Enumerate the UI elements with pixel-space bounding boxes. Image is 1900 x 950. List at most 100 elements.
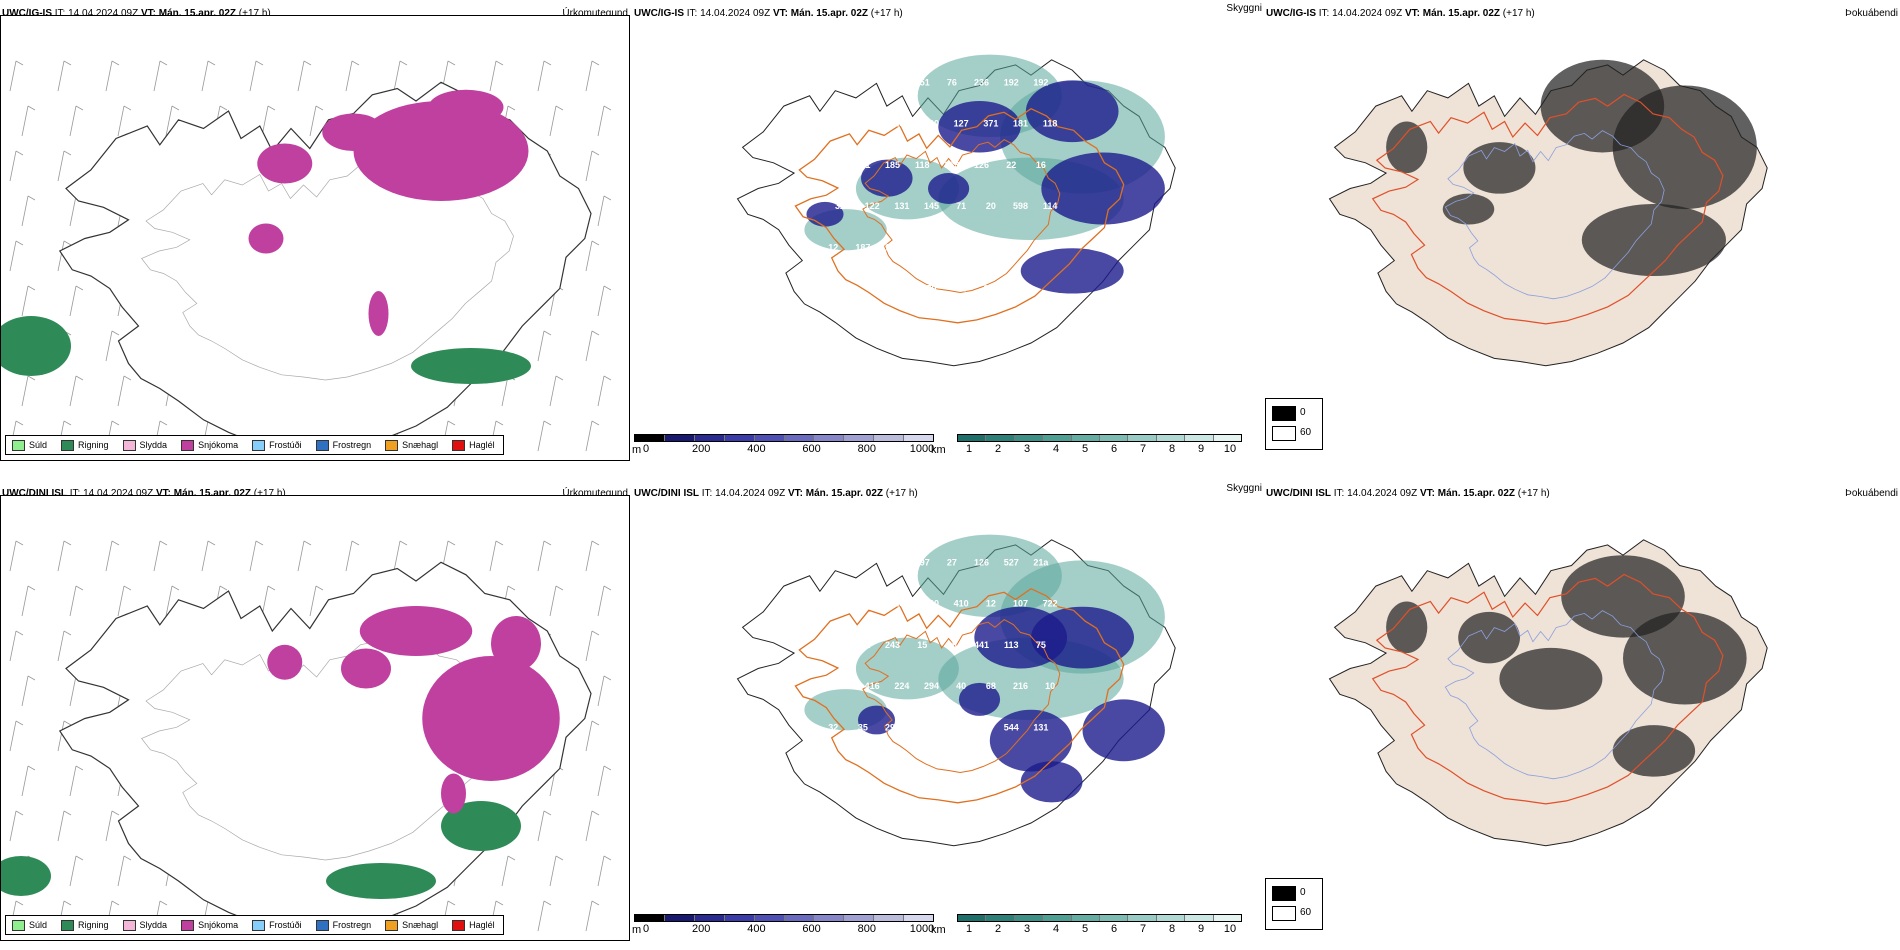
legend-item: Frostregn	[315, 919, 371, 931]
fog-index-panel: UWC/IG-IS IT: 14.04.2024 09Z VT: Mán. 15…	[1264, 0, 1900, 470]
cloud-base-label: 187	[855, 242, 870, 252]
cloud-base-area	[1041, 152, 1165, 225]
cloud-visibility-panel: UWC/DINI ISL IT: 14.04.2024 09Z VT: Mán.…	[632, 480, 1264, 950]
colorbar-tick: 1	[965, 443, 973, 455]
legend-swatch	[252, 919, 266, 931]
cloud-base-label: 104	[835, 681, 850, 691]
model-name: UWC/IG-IS	[634, 8, 684, 19]
vt-value: Mán. 15.apr. 02Z	[805, 488, 884, 499]
colorbar-segment	[814, 435, 845, 441]
it-value: 14.04.2024 09Z	[700, 8, 771, 19]
cloud-base-label: 113	[1004, 640, 1019, 650]
visibility-unit: km	[931, 924, 946, 936]
rain-area	[1, 856, 51, 896]
colorbar-tick: 1	[965, 923, 973, 935]
colorbar-segment	[1213, 915, 1242, 921]
wind-barb	[9, 630, 24, 662]
wind-barb	[261, 105, 276, 137]
colorbar-segment	[986, 435, 1015, 441]
legend-item: Súld	[12, 439, 47, 451]
wind-barb	[585, 150, 600, 182]
cloud-base-label: 11	[838, 284, 848, 294]
vt-label: VT:	[1419, 488, 1435, 499]
cloud-base-label: 236	[974, 78, 989, 88]
fog-index-panel: UWC/DINI ISL IT: 14.04.2024 09Z VT: Mán.…	[1264, 480, 1900, 950]
it-label: IT:	[686, 8, 698, 19]
fog-index-map	[1328, 539, 1768, 847]
colorbar-tick: 8	[1168, 443, 1176, 455]
colorbar-segment	[874, 915, 905, 921]
visibility-colorbar: km 1 2 3 4 5 6 7 8 9 10	[931, 434, 1242, 462]
wind-barb	[585, 330, 600, 362]
cloud-base-label: 271	[855, 160, 870, 170]
legend-item: Frostúði	[252, 919, 302, 931]
colorbar-tick: 800	[857, 923, 876, 935]
panel-name-fog: Þokuábendi	[1845, 8, 1898, 19]
it-label: IT:	[69, 488, 81, 499]
legend-label: Súld	[29, 920, 48, 930]
lead-time: (+17 h)	[1502, 8, 1535, 19]
colorbar-segment	[1100, 435, 1129, 441]
wind-barb	[57, 540, 72, 572]
legend-label: Snjókoma	[198, 920, 239, 930]
wind-barb	[57, 60, 72, 92]
vt-value: Mán. 15.apr. 02Z	[158, 8, 237, 19]
wind-barb	[549, 585, 564, 617]
fog-index-areas	[1386, 59, 1757, 277]
cloud-base-label: 126	[974, 160, 989, 170]
colorbar-segment	[904, 915, 934, 921]
legend-swatch	[315, 919, 329, 931]
lead-time: (+17 h)	[870, 8, 903, 19]
cloud-base-label: 15	[917, 640, 927, 650]
cloud-base-label: 88	[1036, 242, 1046, 252]
colorbar-tick: 200	[692, 443, 711, 455]
panel-name-precip-type: Úrkomutegund	[562, 8, 628, 19]
cloud-base-label: 176	[835, 119, 850, 129]
wind-barb	[153, 60, 168, 92]
wind-barb	[21, 675, 36, 707]
legend-swatch	[122, 919, 136, 931]
legend-swatch	[122, 439, 136, 451]
vt-label: VT:	[1404, 8, 1420, 19]
legend-item: Rigning	[61, 919, 109, 931]
cloud-base-label: 32	[828, 722, 838, 732]
wind-barb	[57, 630, 72, 662]
lead-time: (+17 h)	[238, 8, 271, 19]
wind-barb	[9, 720, 24, 752]
colorbar-segment	[1213, 435, 1242, 441]
model-name: UWC/IG-IS	[1266, 8, 1316, 19]
legend-label: Haglél	[469, 440, 495, 450]
cloud-base-label: 16	[1036, 160, 1046, 170]
cloud-base-label: 208	[835, 764, 850, 774]
wind-barb	[9, 150, 24, 182]
cloud-base-label: 27	[947, 558, 957, 568]
cloud-base-areas	[806, 80, 1165, 294]
panel-name-fog: Þokuábendi	[1845, 488, 1898, 499]
model-row: UWC/IG-IS IT: 14.04.2024 09Z VT: Mán. 15…	[0, 0, 1900, 470]
legend-item: Haglél	[452, 919, 495, 931]
lead-time: (+17 h)	[885, 488, 918, 499]
cloud-base-unit: m	[632, 444, 642, 456]
cloud-base-label: 325	[835, 201, 850, 211]
cloud-base-label: 94	[1006, 242, 1016, 252]
colorbar-tick: 4	[1052, 923, 1060, 935]
legend-item: Rigning	[61, 439, 109, 451]
cloud-base-colorbar: m 0 200 400 600 800 1000	[632, 914, 934, 942]
panel-title: UWC/IG-IS IT: 14.04.2024 09Z VT: Mán. 15…	[634, 8, 903, 19]
model-name: UWC/DINI ISL	[1266, 488, 1331, 499]
fog-legend-swatch	[1272, 886, 1296, 901]
wind-barb	[597, 585, 612, 617]
visibility-area	[855, 637, 959, 700]
cloud-base-label: 197	[915, 558, 930, 568]
colorbar-segment	[958, 435, 987, 441]
wind-barb	[201, 60, 216, 92]
colorbar-segment	[724, 435, 755, 441]
colorbar-tick: 5	[1081, 923, 1089, 935]
wind-barb	[549, 375, 564, 407]
rain-area	[441, 801, 521, 851]
colorbar-tick: 2	[994, 923, 1002, 935]
wind-barb	[21, 375, 36, 407]
colorbar-tick: 600	[802, 923, 821, 935]
colorbar-segment	[1043, 915, 1072, 921]
colorbar-segment	[1014, 915, 1044, 921]
